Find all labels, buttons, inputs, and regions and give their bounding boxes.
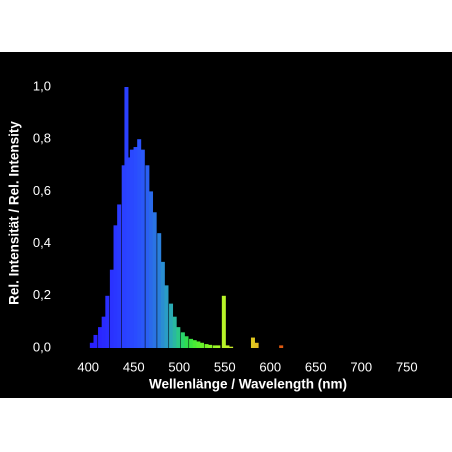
bar <box>169 303 174 348</box>
bar <box>164 285 169 348</box>
bar <box>172 316 177 348</box>
bar <box>254 342 259 348</box>
bar <box>192 340 197 348</box>
bar <box>229 346 234 348</box>
plot-background <box>0 52 452 398</box>
bar <box>199 342 204 348</box>
bar <box>98 327 103 348</box>
y-tick-label: 0,6 <box>33 183 51 198</box>
bar <box>109 269 114 348</box>
x-tick-label: 650 <box>305 359 327 374</box>
bar <box>140 149 145 348</box>
x-tick-label: 500 <box>168 359 190 374</box>
y-tick-label: 0,2 <box>33 287 51 302</box>
bar <box>196 341 201 348</box>
bar <box>93 334 98 348</box>
x-tick-label: 750 <box>396 359 418 374</box>
y-axis-title: Rel. Intensität / Rel. Intensity <box>7 121 22 305</box>
bar <box>180 332 185 348</box>
x-tick-label: 400 <box>77 359 99 374</box>
bar <box>204 344 209 348</box>
bar <box>250 337 255 348</box>
bar <box>208 344 213 348</box>
bar <box>216 345 221 348</box>
bar <box>137 139 142 348</box>
bar <box>160 261 165 348</box>
bar <box>149 191 154 348</box>
bar <box>225 345 230 348</box>
y-tick-label: 0,0 <box>33 339 51 354</box>
bar <box>184 336 189 348</box>
bar <box>117 204 122 348</box>
bar <box>129 149 134 348</box>
bar <box>212 345 217 348</box>
bar <box>152 212 157 348</box>
bar <box>121 165 126 348</box>
bar <box>189 338 194 348</box>
bar <box>221 295 226 348</box>
bar <box>279 345 284 348</box>
bar <box>101 316 106 348</box>
x-tick-label: 700 <box>350 359 372 374</box>
y-tick-label: 1,0 <box>33 78 51 93</box>
bar <box>105 295 110 348</box>
bar <box>145 165 150 348</box>
x-tick-label: 450 <box>123 359 145 374</box>
bar <box>133 147 138 348</box>
y-tick-label: 0,4 <box>33 235 51 250</box>
bar <box>113 225 118 348</box>
y-tick-label: 0,8 <box>33 131 51 146</box>
bar <box>89 342 94 348</box>
bar <box>176 327 181 348</box>
bar <box>157 233 162 348</box>
x-tick-label: 550 <box>214 359 236 374</box>
bar <box>126 157 131 348</box>
x-tick-label: 600 <box>259 359 281 374</box>
x-axis-title: Wellenlänge / Wavelength (nm) <box>149 377 347 392</box>
